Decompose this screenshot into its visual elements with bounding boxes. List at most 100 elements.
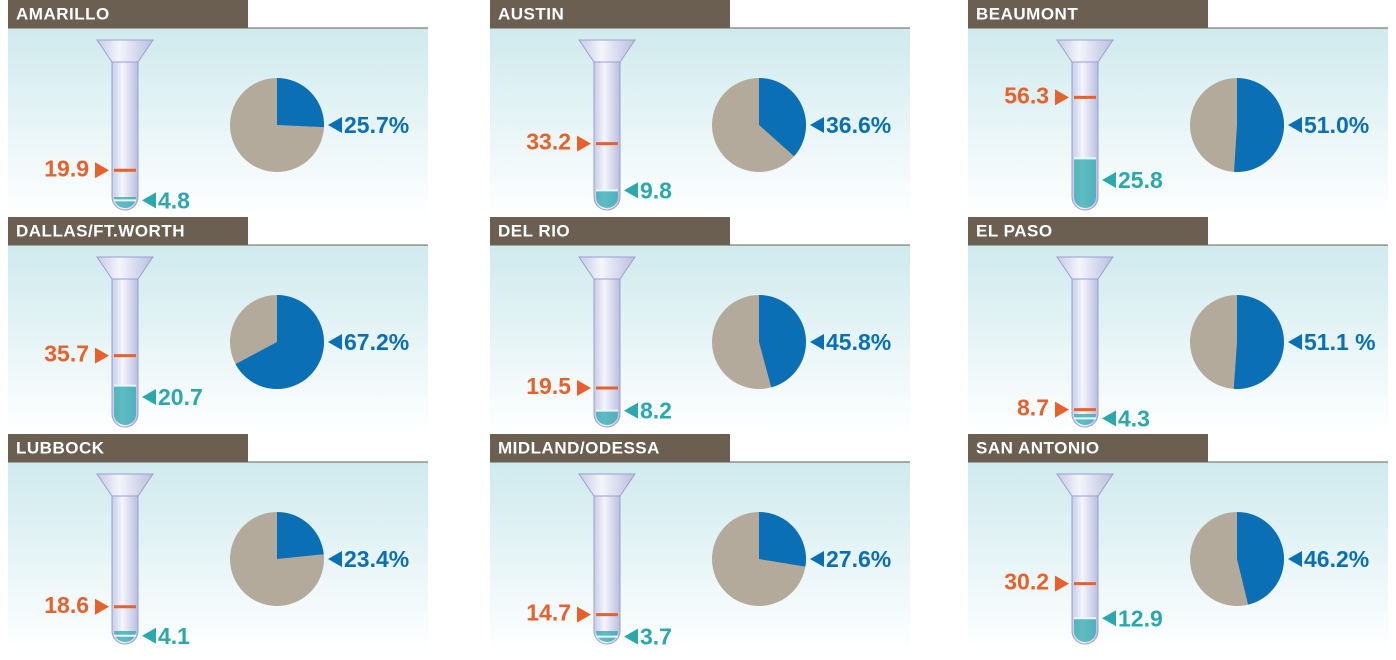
- header-bar: [968, 217, 1208, 245]
- pie-arrow: [328, 551, 342, 567]
- tube-fill: [596, 410, 618, 425]
- header-bar: [8, 0, 248, 28]
- header-bar: [8, 217, 248, 245]
- marker-arrow: [577, 380, 591, 396]
- marker-label: 56.3: [1004, 82, 1049, 108]
- pie-label: 36.6%: [826, 112, 891, 138]
- fill-arrow: [1102, 610, 1116, 627]
- marker-label: 35.7: [44, 341, 89, 367]
- pie-label: 23.4%: [344, 546, 409, 572]
- marker-label: 33.2: [526, 129, 571, 155]
- pie-arrow: [810, 334, 824, 350]
- panel-background: [8, 462, 428, 652]
- panel-background: [8, 28, 428, 218]
- panel: AUSTIN 33.2 9.8 36.6%: [490, 0, 910, 218]
- tube-body: [1071, 495, 1099, 645]
- tube-body: [111, 61, 139, 211]
- fill-label: 8.2: [640, 398, 672, 424]
- pie-label: 27.6%: [826, 546, 891, 572]
- marker-label: 8.7: [1017, 395, 1049, 421]
- fill-label: 4.8: [158, 187, 190, 213]
- pie-arrow: [810, 551, 824, 567]
- fill-label: 9.8: [640, 177, 672, 203]
- panel-background: [490, 28, 910, 218]
- panel: EL PASO 8.7 4.3 51.1 %: [968, 217, 1388, 435]
- pie-label: 25.7%: [344, 112, 409, 138]
- pie-label: 51.0%: [1304, 112, 1369, 138]
- marker-arrow: [95, 347, 109, 364]
- fill-arrow: [624, 628, 638, 645]
- pie-label: 51.1 %: [1304, 329, 1376, 355]
- pie-slice: [759, 295, 806, 388]
- header-bar: [968, 0, 1208, 28]
- panel: LUBBOCK 18.6 4.1 23.4%: [8, 434, 428, 652]
- pie-slice: [759, 77, 806, 157]
- tube-body: [1071, 278, 1099, 428]
- fill-label: 4.3: [1118, 405, 1150, 431]
- panel-background: [968, 245, 1388, 435]
- tube-body: [593, 61, 621, 211]
- pie-arrow: [328, 117, 342, 133]
- header-bar: [8, 434, 248, 462]
- pie-arrow: [328, 334, 342, 350]
- fill-arrow: [142, 389, 156, 405]
- pie-label: 67.2%: [344, 329, 409, 355]
- panel-title: DEL RIO: [498, 221, 570, 240]
- tube-body: [593, 495, 621, 645]
- fill-arrow: [142, 627, 156, 644]
- marker-arrow: [577, 606, 591, 623]
- panel-title: SAN ANTONIO: [976, 438, 1100, 457]
- tube-fill: [1074, 414, 1096, 425]
- fill-label: 3.7: [640, 624, 672, 650]
- marker-label: 19.5: [526, 373, 571, 399]
- panel: DALLAS/FT.WORTH 35.7 20.7 67.2%: [8, 217, 428, 435]
- panel: BEAUMONT 56.3 25.8 51.0%: [968, 0, 1388, 218]
- panel-background: [968, 28, 1388, 218]
- panel-background: [968, 462, 1388, 652]
- pie-slice: [277, 77, 325, 128]
- panel: MIDLAND/ODESSA 14.7 3.7 27.6%: [490, 434, 910, 652]
- pie-slice: [1237, 512, 1284, 605]
- marker-arrow: [1055, 89, 1069, 106]
- header-bar: [490, 0, 730, 28]
- panel: SAN ANTONIO 30.2 12.9 46.2%: [968, 434, 1388, 652]
- pie-label: 46.2%: [1304, 546, 1369, 572]
- marker-arrow: [1055, 575, 1069, 592]
- pie-slice: [1233, 295, 1285, 389]
- tube-fill: [114, 385, 136, 425]
- fill-label: 4.1: [158, 623, 190, 649]
- marker-arrow: [95, 162, 109, 179]
- panel: AMARILLO 19.9 4.8 25.7%: [8, 0, 428, 218]
- pie-arrow: [1288, 117, 1302, 133]
- pie-arrow: [1288, 551, 1302, 567]
- panel-background: [8, 245, 428, 435]
- tube-fill: [596, 190, 618, 208]
- tube-fill: [1074, 618, 1096, 642]
- pie-slice: [277, 512, 324, 559]
- header-bar: [490, 434, 730, 462]
- fill-arrow: [1102, 410, 1116, 427]
- marker-label: 19.9: [44, 155, 89, 181]
- panel-background: [490, 462, 910, 652]
- panel-title: DALLAS/FT.WORTH: [16, 221, 185, 240]
- pie-slice: [1234, 78, 1284, 172]
- panel-title: LUBBOCK: [16, 438, 105, 457]
- marker-arrow: [577, 135, 591, 152]
- panel-title: BEAUMONT: [976, 4, 1078, 23]
- panel-title: EL PASO: [976, 221, 1053, 240]
- panel-title: MIDLAND/ODESSA: [498, 438, 660, 457]
- marker-arrow: [95, 598, 109, 615]
- panel: DEL RIO 19.5 8.2 45.8%: [490, 217, 910, 435]
- header-bar: [968, 434, 1208, 462]
- fill-arrow: [142, 192, 156, 209]
- fill-label: 12.9: [1118, 605, 1163, 631]
- pie-label: 45.8%: [826, 329, 891, 355]
- tube-fill: [1074, 158, 1096, 208]
- fill-arrow: [624, 402, 638, 419]
- fill-label: 20.7: [158, 384, 203, 410]
- tube-body: [111, 495, 139, 645]
- pie-slice: [759, 512, 806, 567]
- marker-arrow: [1055, 401, 1069, 418]
- panel-title: AMARILLO: [16, 4, 110, 23]
- panel-title: AUSTIN: [498, 4, 564, 23]
